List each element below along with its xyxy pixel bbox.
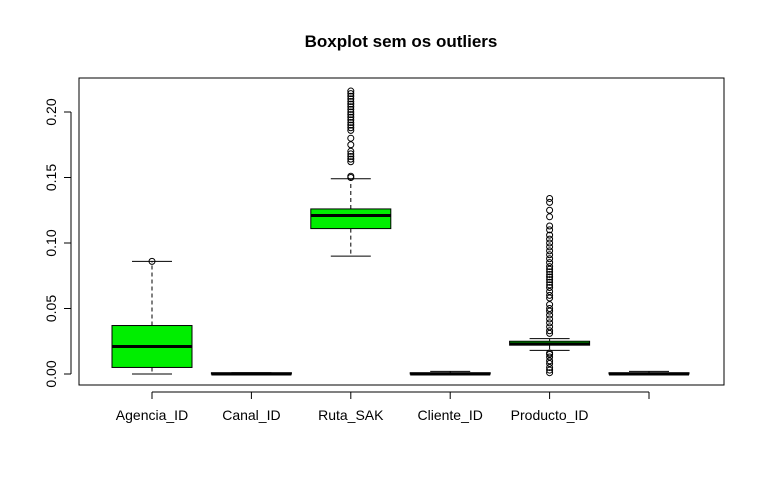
- outlier-point: [347, 105, 355, 113]
- outlier-point: [546, 213, 554, 221]
- outlier-point: [546, 294, 554, 302]
- x-tick-label: Ruta_SAK: [318, 407, 384, 423]
- outlier-point: [347, 121, 355, 129]
- y-tick-label: 0.00: [43, 360, 59, 387]
- outlier-point: [546, 231, 554, 239]
- outlier-point: [546, 323, 554, 331]
- outlier-point: [546, 307, 554, 315]
- outlier-point: [546, 206, 554, 214]
- outlier-point: [148, 257, 156, 265]
- outlier-point: [546, 291, 554, 299]
- outlier-point: [347, 116, 355, 124]
- boxes: [111, 87, 690, 377]
- x-axis: Agencia_ID Canal_ID Ruta_SAK Cliente_ID Prod…: [116, 391, 650, 423]
- outlier-point: [347, 98, 355, 106]
- outlier-point: [546, 251, 554, 259]
- outlier-point: [347, 134, 355, 142]
- outlier-point: [546, 226, 554, 234]
- outlier-point: [546, 287, 554, 295]
- outlier-point: [546, 305, 554, 312]
- outlier-point: [546, 284, 554, 292]
- box-group: [310, 87, 392, 257]
- outlier-point: [546, 243, 554, 251]
- outlier-point: [347, 141, 355, 149]
- outlier-point: [347, 153, 355, 161]
- outlier-point: [546, 281, 554, 289]
- box-group: [409, 370, 491, 376]
- outlier-point: [347, 90, 355, 98]
- outlier-point: [347, 118, 355, 126]
- outlier-point: [546, 366, 554, 374]
- outlier-point: [546, 357, 554, 365]
- y-tick-label: 0.10: [43, 229, 59, 256]
- outlier-point: [546, 369, 554, 377]
- box-group: [608, 370, 690, 376]
- outlier-point: [347, 150, 355, 158]
- x-tick-label: Producto_ID: [511, 407, 589, 423]
- outlier-point: [546, 198, 554, 206]
- chart-title: Boxplot sem os outliers: [305, 32, 498, 51]
- outlier-point: [546, 301, 554, 309]
- outlier-point: [347, 124, 355, 132]
- box-group: [210, 372, 292, 376]
- y-tick-label: 0.05: [43, 295, 59, 322]
- outlier-point: [546, 247, 554, 255]
- box-group: [509, 194, 591, 377]
- outlier-point: [546, 319, 554, 327]
- outlier-point: [347, 87, 355, 95]
- outlier-point: [347, 95, 355, 103]
- outlier-point: [347, 108, 355, 116]
- outlier-point: [546, 327, 554, 335]
- outlier-point: [546, 315, 554, 323]
- x-tick-label: Cliente_ID: [418, 407, 483, 423]
- outlier-point: [347, 103, 355, 111]
- box-iqr: [310, 208, 392, 230]
- outlier-point: [546, 194, 554, 202]
- outlier-point: [347, 126, 355, 134]
- outlier-point: [546, 270, 554, 278]
- outlier-point: [347, 92, 355, 100]
- outlier-point: [347, 100, 355, 108]
- outlier-point: [546, 255, 554, 263]
- outlier-point: [546, 222, 554, 230]
- outlier-point: [347, 113, 355, 121]
- outlier-point: [546, 239, 554, 247]
- outlier-point: [546, 278, 554, 286]
- outlier-point: [546, 235, 554, 243]
- outlier-point: [546, 311, 554, 319]
- outlier-point: [546, 265, 554, 273]
- outlier-point: [546, 276, 554, 284]
- y-tick-label: 0.20: [43, 98, 59, 125]
- y-tick-label: 0.15: [43, 164, 59, 191]
- outlier-point: [546, 259, 554, 267]
- outlier-point: [546, 349, 554, 357]
- x-tick-label: Agencia_ID: [116, 407, 188, 423]
- y-axis: 0.00 0.05 0.10 0.15 0.20: [43, 98, 72, 388]
- box-group: [111, 257, 193, 375]
- outlier-point: [546, 263, 554, 271]
- outlier-point: [546, 273, 554, 281]
- outlier-point: [347, 147, 355, 155]
- outlier-point: [546, 268, 554, 276]
- outlier-point: [347, 111, 355, 119]
- outlier-point: [546, 363, 554, 371]
- outlier-point: [546, 329, 554, 337]
- outlier-point: [546, 353, 554, 361]
- outlier-point: [347, 158, 355, 166]
- outlier-point: [347, 155, 355, 163]
- plot-frame: [78, 77, 725, 386]
- outlier-point: [546, 360, 554, 368]
- outlier-point: [347, 172, 355, 180]
- x-tick-label: Canal_ID: [222, 407, 280, 423]
